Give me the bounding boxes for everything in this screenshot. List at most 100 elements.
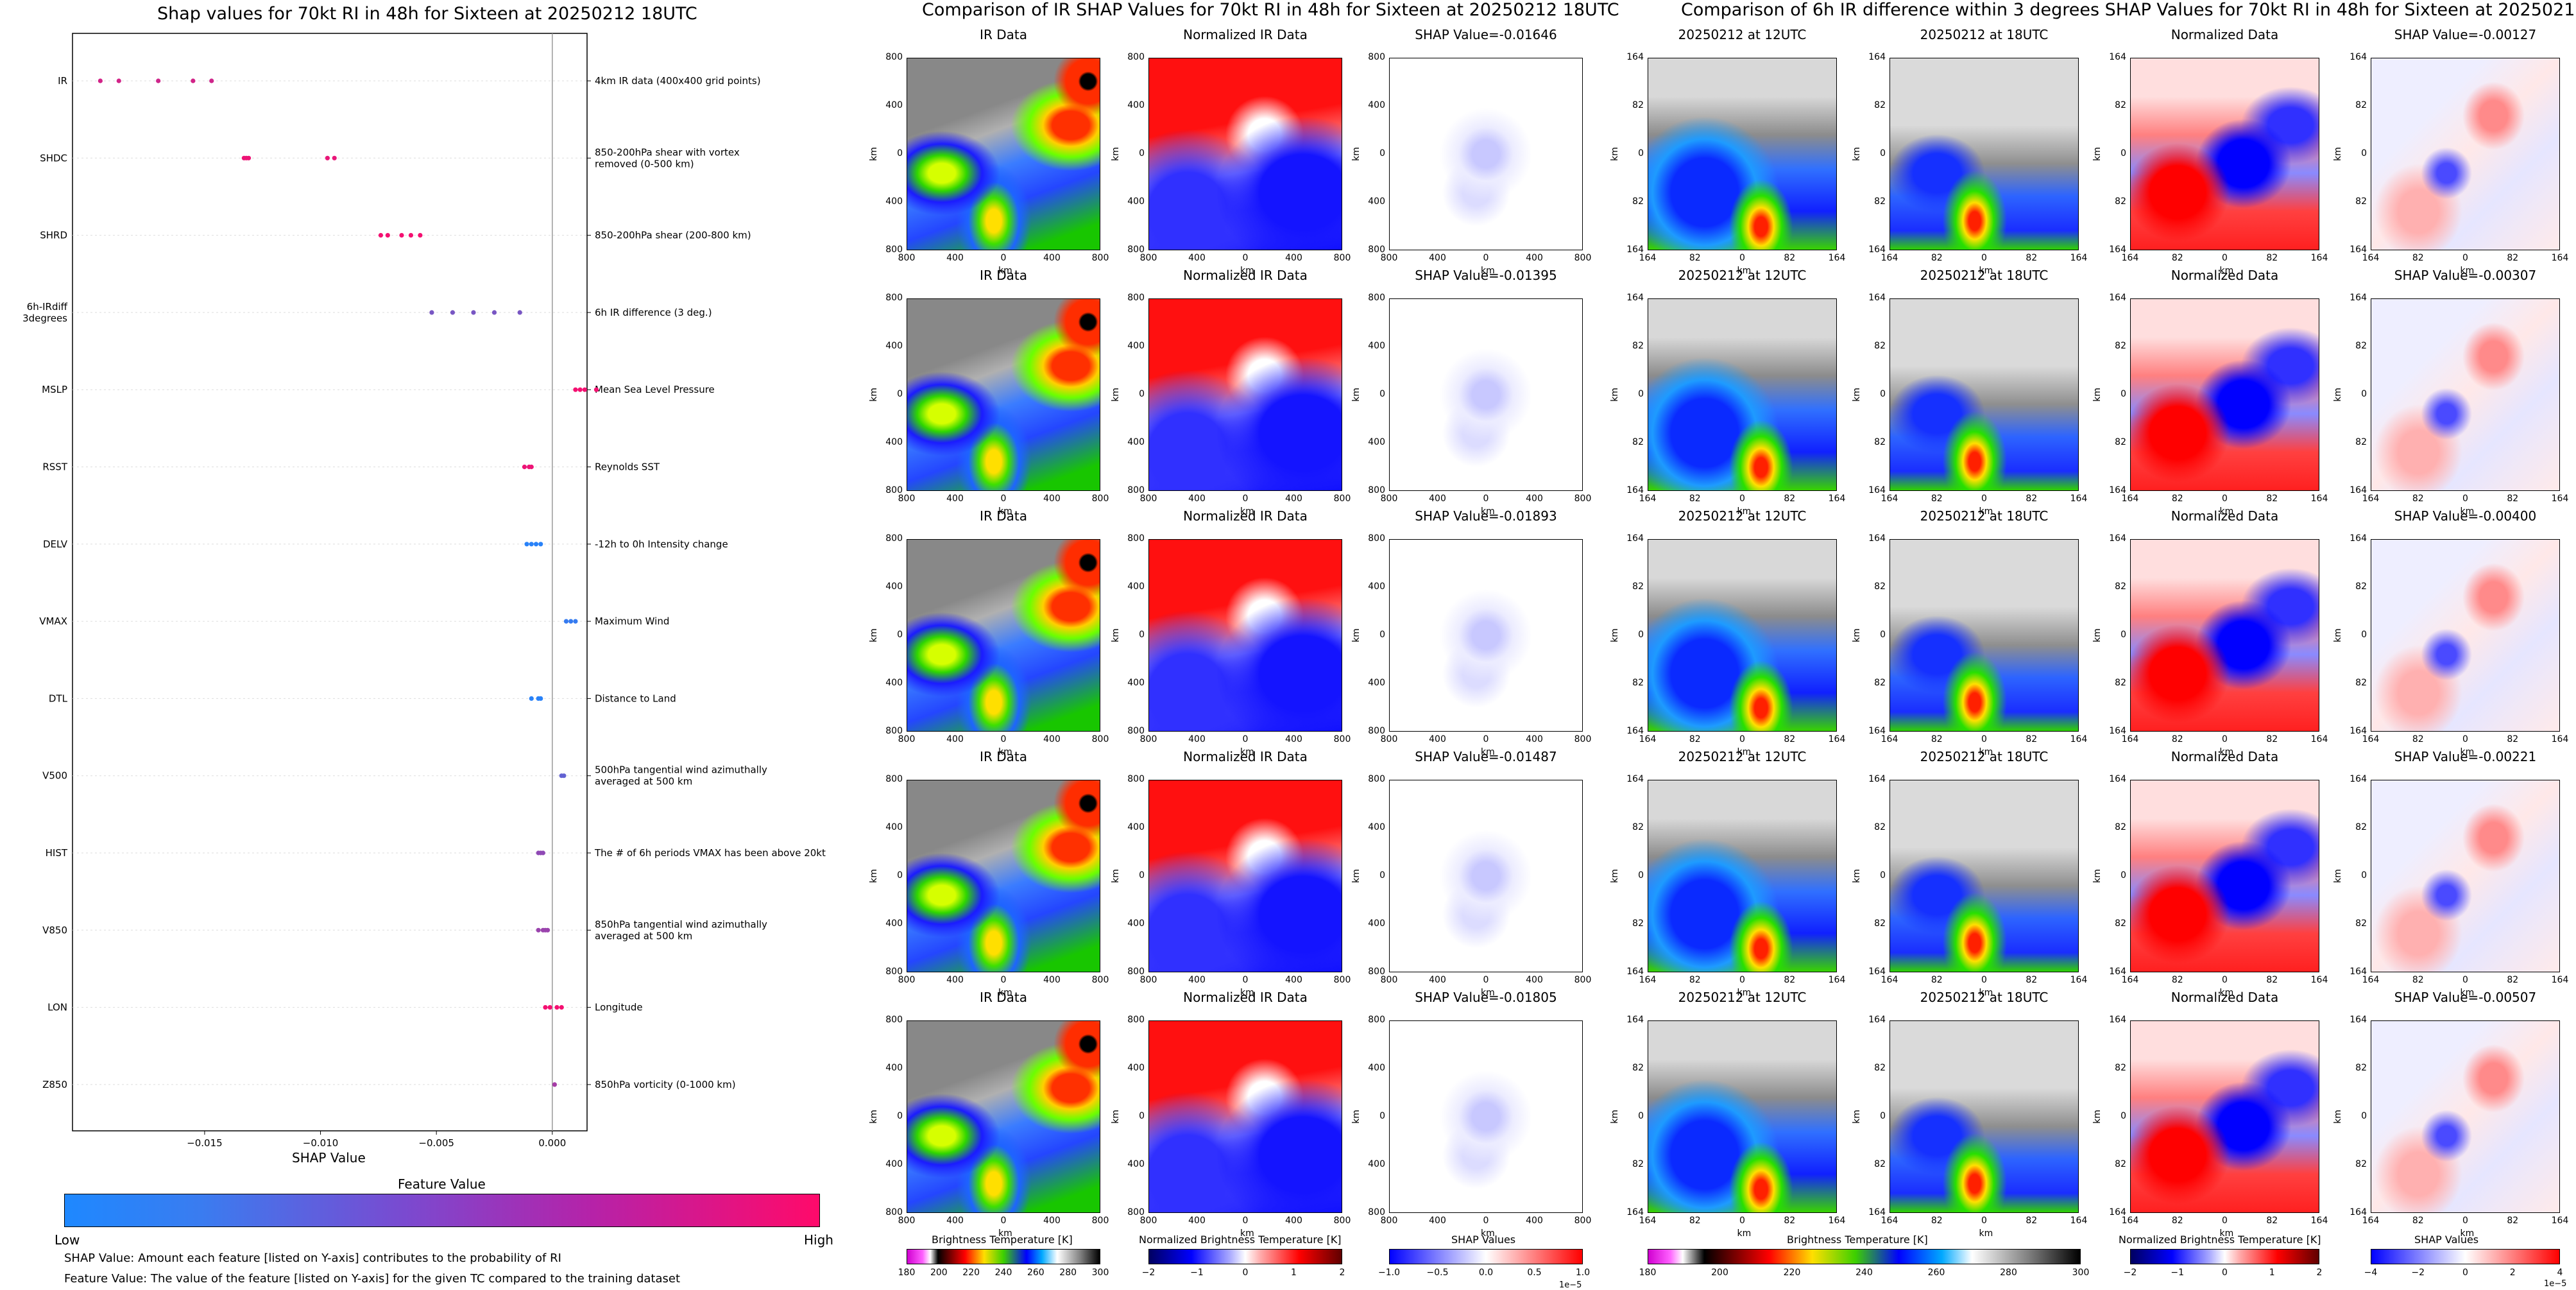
y-tick-label: 164 [1626,774,1644,784]
mid-cb2-label: Normalized Brightness Temperature [K] [1139,1234,1342,1246]
x-tick-label: 800 [1380,1216,1398,1226]
feature-code-label: V500 [42,770,67,782]
y-tick-label: 800 [1368,967,1385,977]
y-tick-label: 400 [1368,1063,1385,1073]
x-tick-label: 82 [2171,975,2183,985]
feature-code-label: SHDC [40,152,67,164]
y-tick-label: 164 [1626,1207,1644,1217]
x-tick-label: 0 [1000,734,1007,744]
ir-18utc-image [1889,780,2079,972]
y-tick-label: 164 [1626,293,1644,303]
x-tick-label: 0 [1000,253,1007,263]
y-tick-label: 0 [1379,1111,1385,1121]
x-tick-label: 0 [1739,494,1745,504]
y-axis-label: km [2092,628,2103,642]
x-tick-label: 82 [2507,494,2519,504]
x-tick-label: 164 [2551,253,2569,263]
feature-code-label: 3degrees [22,313,67,324]
diff-shap-image [2371,58,2560,250]
x-axis-label: km [2219,988,2234,998]
x-tick-label: 400 [946,1216,964,1226]
right-cb1-label: Brightness Temperature [K] [1787,1234,1928,1246]
feature-description: Mean Sea Level Pressure [595,384,715,395]
x-tick-label: −0.015 [187,1137,223,1149]
y-tick-label: 164 [1626,726,1644,736]
y-tick-label: 164 [1868,726,1886,736]
normalized-diff-panel-title: Normalized Data [2171,749,2279,764]
y-axis-label: km [1851,628,1862,642]
shap-point [568,619,574,624]
colorbar-tick-label: 200 [930,1268,948,1278]
x-tick-label: 800 [1091,975,1109,985]
x-tick-label: 164 [1639,1216,1657,1226]
shap-point [538,542,543,547]
x-tick-label: 164 [2551,734,2569,744]
y-axis-label: km [868,628,879,642]
ir-18utc-image [1889,58,2079,250]
shap-point [561,773,567,778]
x-tick-label: 800 [1574,253,1592,263]
y-tick-label: 82 [1632,822,1644,832]
x-tick-label: 800 [1139,1216,1157,1226]
shap-point [563,619,569,624]
y-tick-label: 82 [1632,581,1644,592]
y-tick-label: 400 [1368,581,1385,592]
x-tick-label: 0 [1483,734,1489,744]
shap-scatter-chart: IR 4km IR data (400x400 grid points) SHDC 8… [22,33,826,1149]
y-tick-label: 0 [1379,148,1385,159]
feature-description: 6h IR difference (3 deg.) [595,307,712,318]
y-tick-label: 0 [897,148,903,159]
shap-point [191,78,196,83]
x-tick-label: 164 [1881,734,1898,744]
y-tick-label: 82 [2355,100,2367,110]
x-tick-label: 82 [2507,253,2519,263]
feature-code-label: LON [47,1002,67,1013]
x-tick-label: 164 [2310,1216,2328,1226]
ir-data-image [907,58,1100,250]
normalized-diff-panel-title: Normalized Data [2171,268,2279,283]
shap-point [408,233,414,238]
ir-data-image [907,780,1100,972]
x-tick-label: 164 [1639,975,1657,985]
y-tick-label: 164 [1626,533,1644,544]
x-tick-label: 82 [2507,975,2519,985]
feature-description: averaged at 500 km [595,930,692,942]
y-axis-label: km [2332,147,2343,161]
normalized-ir-image [1148,298,1342,491]
x-tick-label: 400 [1429,253,1446,263]
x-axis-label: km [1979,506,1993,517]
y-tick-label: 800 [1127,52,1145,62]
y-tick-label: 400 [885,196,903,207]
ir-data-panel-title: IR Data [980,508,1027,524]
colorbar-tick-label: 260 [1027,1268,1045,1278]
y-tick-label: 82 [1632,100,1644,110]
feature-code-label: V850 [42,924,67,936]
plot-frame [72,33,588,1131]
x-tick-label: 164 [2310,975,2328,985]
y-tick-label: 82 [2355,581,2367,592]
x-tick-label: 164 [2310,494,2328,504]
colorbar-tick-label: −1 [1190,1268,1204,1278]
y-tick-label: 164 [2109,967,2126,977]
shap-point [116,78,121,83]
x-tick-label: 82 [1784,734,1796,744]
x-tick-label: 0 [2222,975,2228,985]
x-tick-label: 164 [1639,734,1657,744]
shap-point [582,387,587,392]
x-tick-label: 164 [2362,494,2380,504]
x-tick-label: 164 [2551,1216,2569,1226]
x-tick-label: 400 [1043,253,1061,263]
ir-data-image [907,298,1100,491]
x-tick-label: 800 [1333,253,1351,263]
x-tick-label: 82 [1784,975,1796,985]
normalized-diff-image [2130,539,2319,732]
y-tick-label: 400 [1127,918,1145,929]
x-tick-label: 0 [1739,975,1745,985]
y-tick-label: 0 [1139,389,1145,399]
x-tick-label: 164 [2070,734,2088,744]
x-tick-label: 0 [2462,1216,2468,1226]
x-axis-label: km [2219,747,2234,757]
x-tick-label: 82 [1784,494,1796,504]
ir-shap-panel-title: SHAP Value=-0.01487 [1415,749,1557,764]
shap-point [536,927,541,933]
